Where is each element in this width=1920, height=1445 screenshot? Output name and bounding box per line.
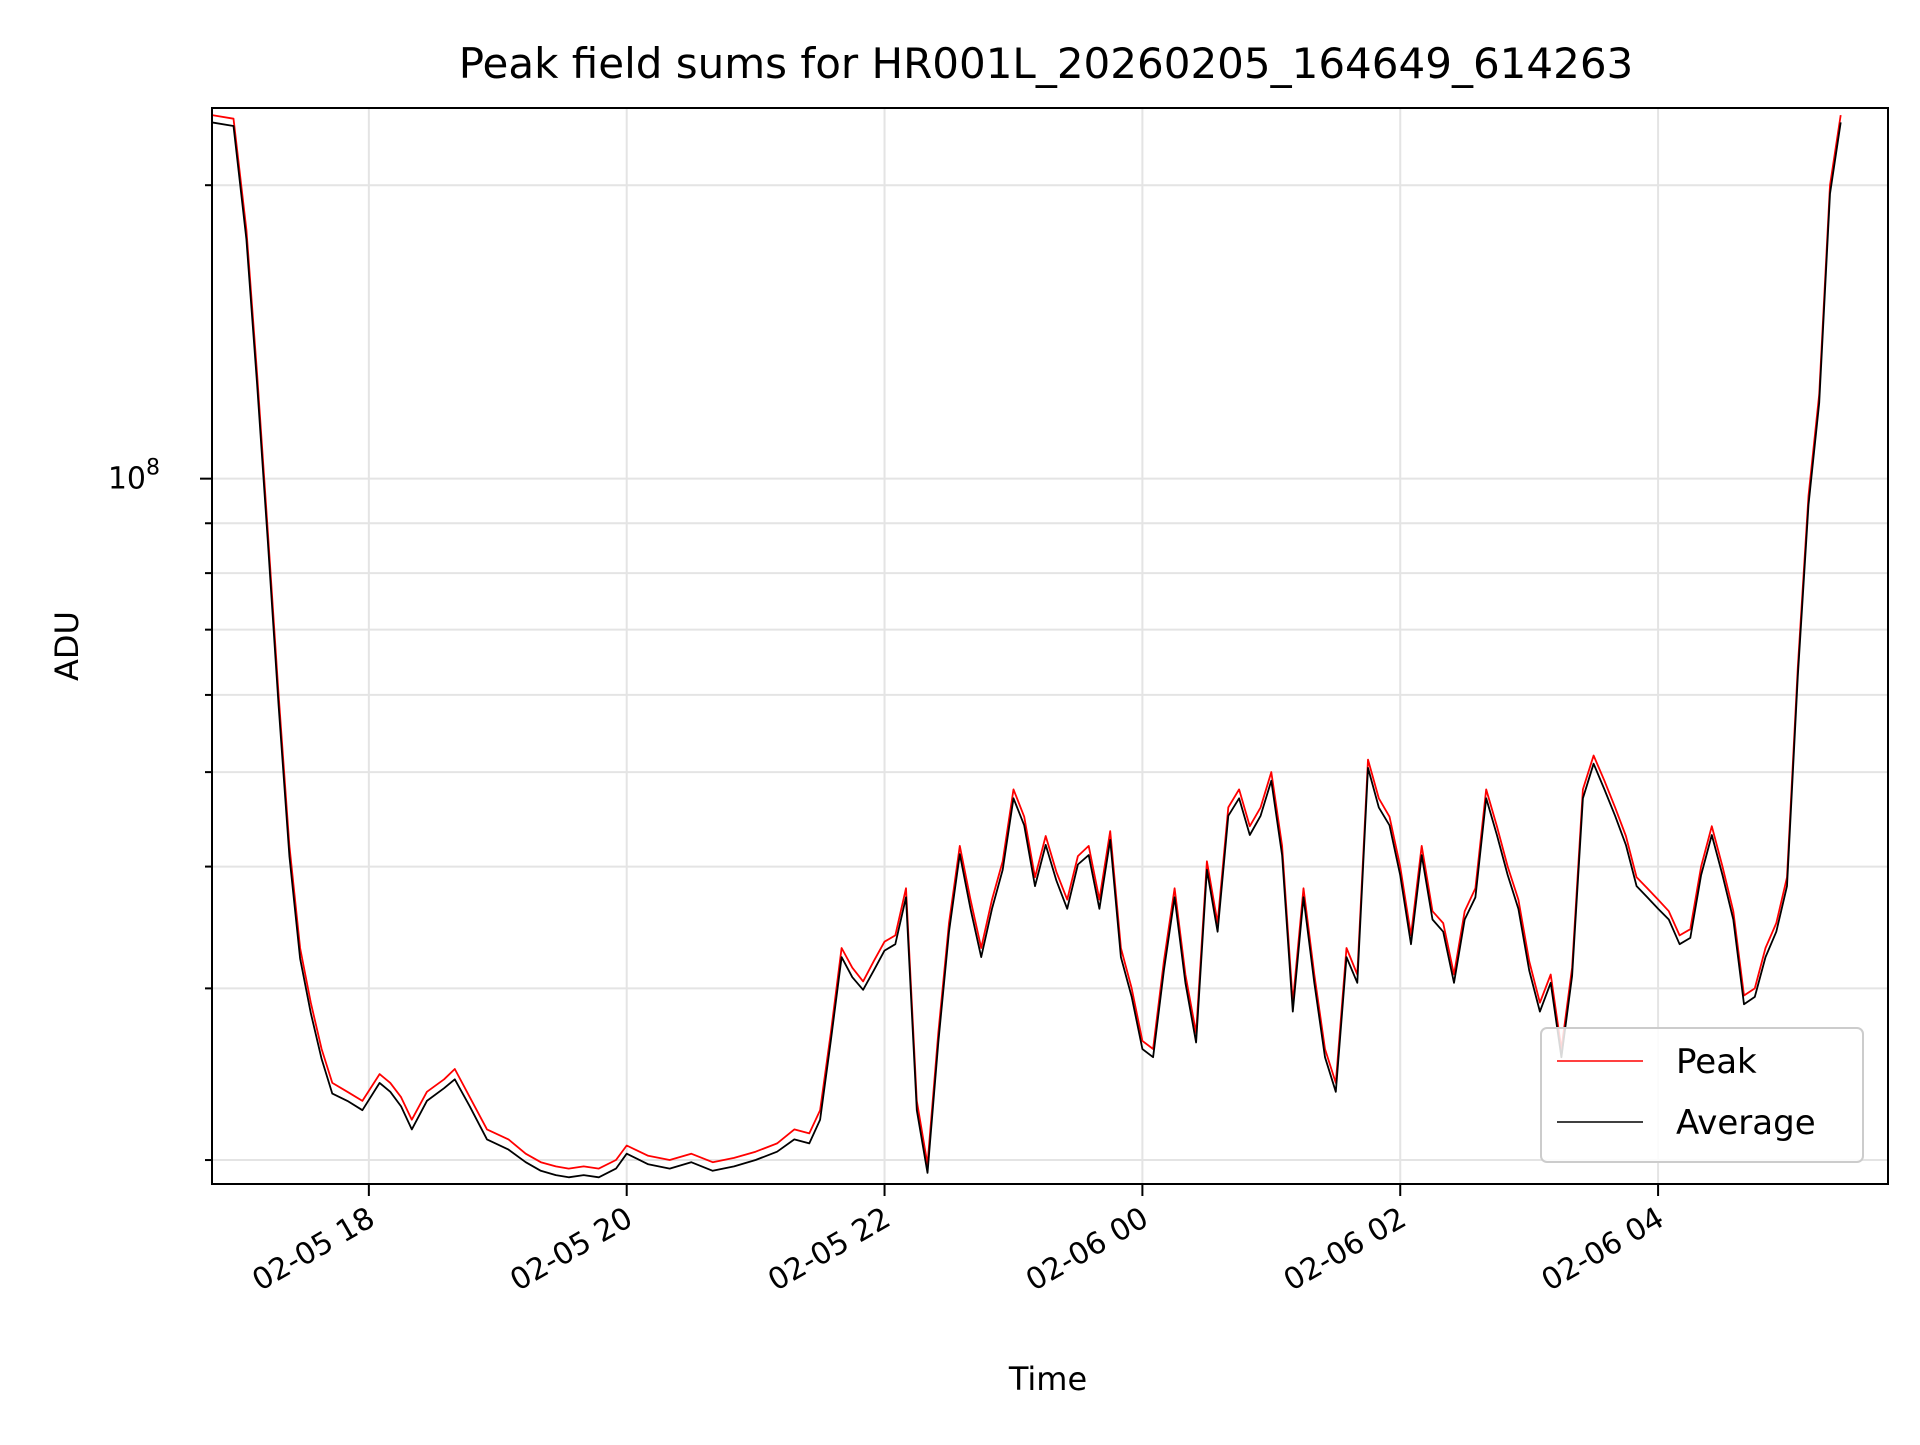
grid — [212, 108, 1888, 1184]
series-line-average — [212, 121, 1842, 1179]
y-tick-exponent: 8 — [146, 456, 160, 481]
legend-label-average: Average — [1676, 1103, 1816, 1143]
axes-frame — [211, 107, 1889, 1185]
series-layer — [212, 114, 1842, 1179]
chart-title: Peak field sums for HR001L_20260205_1646… — [459, 39, 1634, 88]
legend: Peak Average — [1540, 1027, 1864, 1163]
x-axis-label: Time — [1008, 1360, 1087, 1398]
legend-label-peak: Peak — [1676, 1042, 1757, 1082]
y-axis-label: ADU — [48, 611, 86, 681]
